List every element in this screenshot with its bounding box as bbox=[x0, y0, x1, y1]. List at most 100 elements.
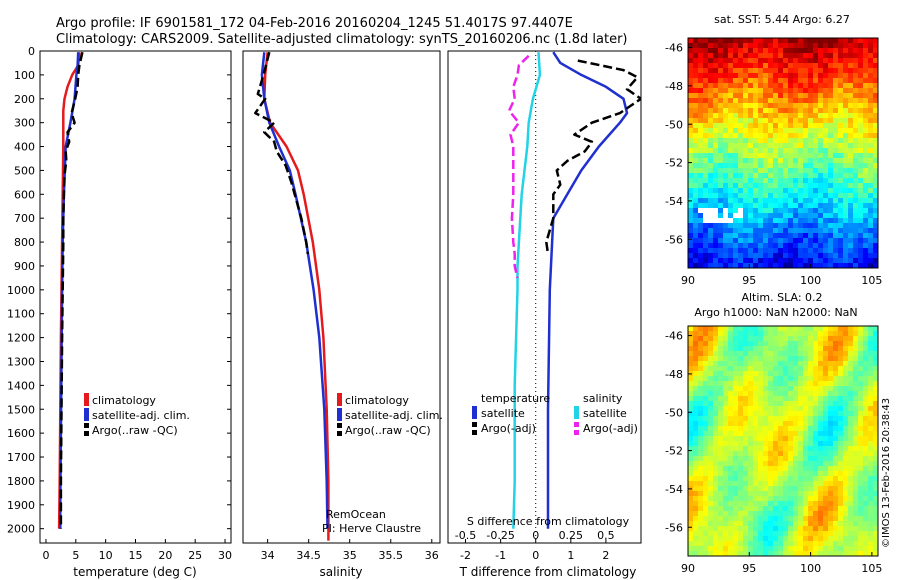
map-cell bbox=[773, 536, 779, 542]
map-cell bbox=[868, 526, 874, 532]
map-cell bbox=[698, 356, 704, 362]
map-cell bbox=[778, 346, 784, 352]
map-cell bbox=[818, 456, 824, 462]
map-cell bbox=[848, 396, 854, 402]
map-cell bbox=[698, 541, 704, 547]
map-cell bbox=[828, 133, 834, 139]
map-cell bbox=[763, 426, 769, 432]
map-cell bbox=[688, 456, 694, 462]
map-cell bbox=[738, 531, 744, 537]
map-cell bbox=[743, 258, 749, 264]
map-cell bbox=[688, 63, 694, 69]
map-cell bbox=[708, 491, 714, 497]
map-cell bbox=[823, 496, 829, 502]
map-cell bbox=[873, 78, 878, 84]
map-cell bbox=[823, 546, 829, 552]
map-cell bbox=[788, 406, 794, 412]
map-cell bbox=[818, 381, 824, 387]
map-cell bbox=[723, 506, 729, 512]
map-cell bbox=[753, 486, 759, 492]
map-cell bbox=[688, 476, 694, 482]
map-cell bbox=[873, 163, 878, 169]
map-cell bbox=[708, 331, 714, 337]
map-cell bbox=[688, 426, 694, 432]
map-cell bbox=[703, 491, 709, 497]
map-cell bbox=[868, 183, 874, 189]
map-cell bbox=[798, 326, 804, 332]
map-cell bbox=[758, 253, 764, 259]
map-cell bbox=[728, 396, 734, 402]
map-cell bbox=[733, 103, 739, 109]
map-cell bbox=[773, 391, 779, 397]
map-cell bbox=[793, 486, 799, 492]
map-cell bbox=[763, 43, 769, 49]
map-cell bbox=[738, 78, 744, 84]
map-cell bbox=[748, 73, 754, 79]
map-cell bbox=[788, 153, 794, 159]
map-cell bbox=[763, 113, 769, 119]
map-cell bbox=[773, 238, 779, 244]
map-cell bbox=[798, 376, 804, 382]
map-cell bbox=[688, 73, 694, 79]
map-cell bbox=[698, 188, 704, 194]
map-cell bbox=[873, 471, 878, 477]
map-cell bbox=[768, 456, 774, 462]
map-cell bbox=[823, 401, 829, 407]
map-cell bbox=[843, 93, 849, 99]
map-cell bbox=[768, 253, 774, 259]
map-cell bbox=[873, 351, 878, 357]
map-cell bbox=[818, 416, 824, 422]
map-cell bbox=[693, 386, 699, 392]
map-cell bbox=[833, 471, 839, 477]
map-cell bbox=[843, 551, 849, 556]
map-cell bbox=[818, 546, 824, 552]
map-cell bbox=[798, 446, 804, 452]
map-cell bbox=[848, 451, 854, 457]
map-cell bbox=[818, 411, 824, 417]
map-cell bbox=[728, 531, 734, 537]
map-cell bbox=[873, 366, 878, 372]
map-cell bbox=[868, 441, 874, 447]
map-cell bbox=[863, 336, 869, 342]
map-cell bbox=[863, 546, 869, 552]
map-cell bbox=[698, 351, 704, 357]
map-cell bbox=[748, 243, 754, 249]
map-cell bbox=[698, 198, 704, 204]
map-cell bbox=[748, 98, 754, 104]
map-cell bbox=[798, 48, 804, 54]
map-cell bbox=[853, 158, 859, 164]
map-cell bbox=[728, 43, 734, 49]
map-cell bbox=[753, 253, 759, 259]
map-cell bbox=[693, 138, 699, 144]
map-cell bbox=[768, 431, 774, 437]
map-cell bbox=[813, 471, 819, 477]
map-cell bbox=[733, 426, 739, 432]
map-cell bbox=[738, 501, 744, 507]
map-cell bbox=[713, 331, 719, 337]
map-cell bbox=[733, 213, 739, 219]
map-cell bbox=[783, 371, 789, 377]
map-cell bbox=[768, 531, 774, 537]
map-cell bbox=[853, 406, 859, 412]
map-cell bbox=[733, 521, 739, 527]
map-cell bbox=[803, 148, 809, 154]
map-cell bbox=[788, 118, 794, 124]
map-cell bbox=[783, 258, 789, 264]
map-cell bbox=[758, 88, 764, 94]
map-cell bbox=[828, 203, 834, 209]
map-cell bbox=[853, 461, 859, 467]
map-cell bbox=[788, 536, 794, 542]
map-cell bbox=[688, 526, 694, 532]
map-cell bbox=[843, 203, 849, 209]
map-cell bbox=[823, 371, 829, 377]
map-cell bbox=[868, 436, 874, 442]
map-cell bbox=[748, 208, 754, 214]
map-cell bbox=[718, 376, 724, 382]
map-cell bbox=[823, 123, 829, 129]
map-cell bbox=[788, 73, 794, 79]
map-cell bbox=[873, 396, 878, 402]
map-cell bbox=[853, 133, 859, 139]
map-cell bbox=[853, 203, 859, 209]
map-cell bbox=[778, 506, 784, 512]
map-cell bbox=[698, 491, 704, 497]
